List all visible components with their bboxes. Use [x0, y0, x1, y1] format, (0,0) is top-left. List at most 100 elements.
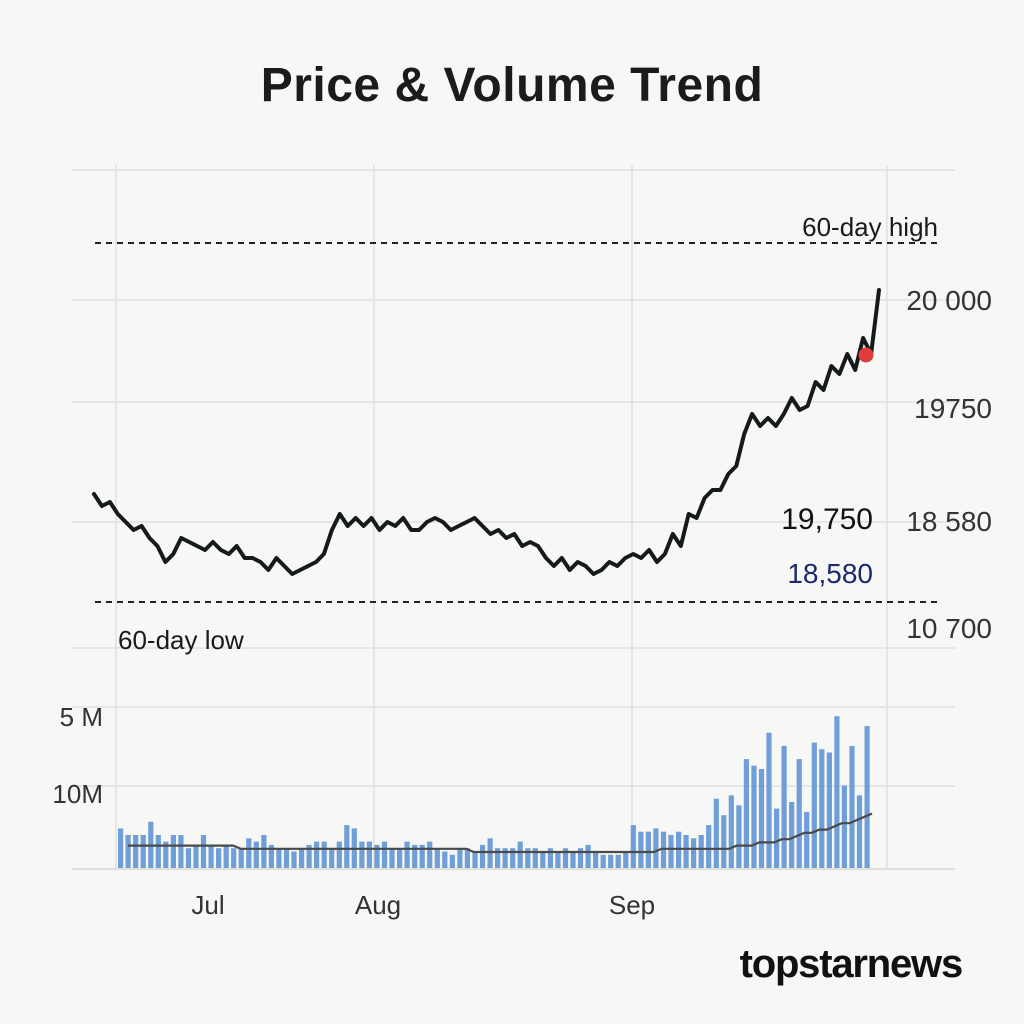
reference-label-low: 60-day low	[118, 625, 244, 655]
volume-bar	[540, 851, 546, 868]
volume-bar	[600, 854, 606, 868]
reference-label-high: 60-day high	[802, 212, 938, 242]
volume-tick-label: 10M	[52, 779, 103, 809]
volume-bar	[472, 851, 478, 868]
volume-bar	[804, 811, 810, 868]
volume-bar	[849, 745, 855, 868]
volume-bar	[306, 844, 312, 868]
volume-bar	[208, 844, 214, 868]
volume-bar	[374, 844, 380, 868]
volume-bar	[200, 835, 207, 868]
volume-bar	[502, 848, 508, 868]
volume-bar	[397, 848, 403, 868]
volume-bar	[487, 838, 493, 868]
volume-bar	[170, 835, 176, 868]
volume-bar	[329, 848, 335, 868]
volume-bar	[118, 828, 124, 868]
volume-bar	[140, 835, 146, 868]
volume-bar	[645, 831, 651, 868]
volume-bar	[464, 848, 470, 868]
price-tick-label: 10 700	[906, 613, 992, 644]
volume-bar	[253, 841, 259, 868]
volume-bar	[841, 785, 847, 868]
volume-bar	[223, 844, 229, 868]
volume-bar	[736, 805, 742, 868]
price-tick-label: 20 000	[906, 285, 992, 316]
highlight-point	[858, 347, 874, 363]
volume-bar	[268, 844, 274, 868]
volume-bar	[691, 838, 697, 868]
volume-bar	[366, 841, 372, 868]
volume-bar	[570, 851, 576, 868]
volume-bar	[668, 835, 674, 868]
volume-bar	[314, 841, 320, 868]
price-tick-label: 18 580	[906, 506, 992, 537]
volume-bar	[457, 848, 463, 868]
volume-bar	[155, 835, 161, 868]
volume-bar	[404, 841, 410, 868]
volume-bar	[856, 795, 863, 868]
volume-tick-label: 5 M	[60, 702, 103, 732]
volume-bar	[864, 726, 870, 868]
volume-bar	[246, 838, 252, 868]
volume-bar	[532, 848, 538, 868]
volume-bar	[683, 835, 689, 868]
price-line	[92, 288, 881, 576]
volume-bar	[789, 802, 795, 868]
volume-bar	[743, 759, 749, 868]
price-annotation: 18,580	[787, 558, 873, 589]
volume-bar	[796, 759, 802, 868]
volume-bar	[615, 854, 621, 868]
volume-bar	[185, 848, 192, 868]
volume-bar	[819, 749, 825, 868]
volume-bar	[593, 851, 599, 868]
volume-bar	[826, 752, 832, 868]
volume-bar	[231, 848, 237, 868]
volume-bar	[781, 745, 787, 868]
volume-bar	[751, 765, 757, 868]
volume-bar	[442, 851, 448, 868]
volume-bar	[193, 844, 199, 868]
volume-bar	[834, 716, 840, 868]
volume-bar	[585, 844, 591, 868]
volume-average-line	[128, 812, 873, 854]
volume-bar	[163, 841, 169, 868]
volume-bar	[389, 848, 395, 868]
volume-bar	[766, 732, 772, 868]
volume-bar	[774, 808, 780, 868]
volume-bar	[728, 795, 734, 868]
volume-bar	[608, 854, 614, 868]
price-tick-label: 19750	[914, 393, 992, 424]
chart-title: Price & Volume Trend	[260, 59, 764, 112]
volume-bar	[698, 835, 704, 868]
volume-bar	[412, 844, 418, 868]
volume-bar	[133, 835, 139, 868]
volume-bar	[811, 742, 817, 868]
volume-bar	[238, 848, 244, 868]
volume-bar	[555, 851, 561, 868]
volume-bar	[510, 848, 516, 868]
volume-bar	[517, 841, 523, 868]
volume-bar	[178, 835, 184, 868]
brand-logo: topstarnews	[739, 942, 964, 986]
x-tick-label: Sep	[609, 890, 655, 920]
volume-bar	[434, 848, 440, 868]
volume-bar	[216, 848, 222, 868]
volume-bar	[630, 825, 636, 868]
volume-bar	[419, 844, 425, 868]
volume-bar	[479, 844, 486, 868]
volume-bar	[336, 841, 342, 868]
volume-bar	[321, 841, 327, 868]
volume-bar	[638, 831, 644, 868]
x-tick-label: Aug	[355, 890, 401, 920]
volume-bar	[359, 841, 365, 868]
volume-bar	[562, 848, 569, 868]
volume-bar	[299, 848, 305, 868]
volume-bar	[706, 825, 712, 868]
volume-bar	[758, 769, 765, 868]
volume-bar	[427, 841, 433, 868]
volume-bar	[449, 854, 455, 868]
volume-bar	[547, 848, 553, 868]
volume-bar	[125, 835, 131, 868]
